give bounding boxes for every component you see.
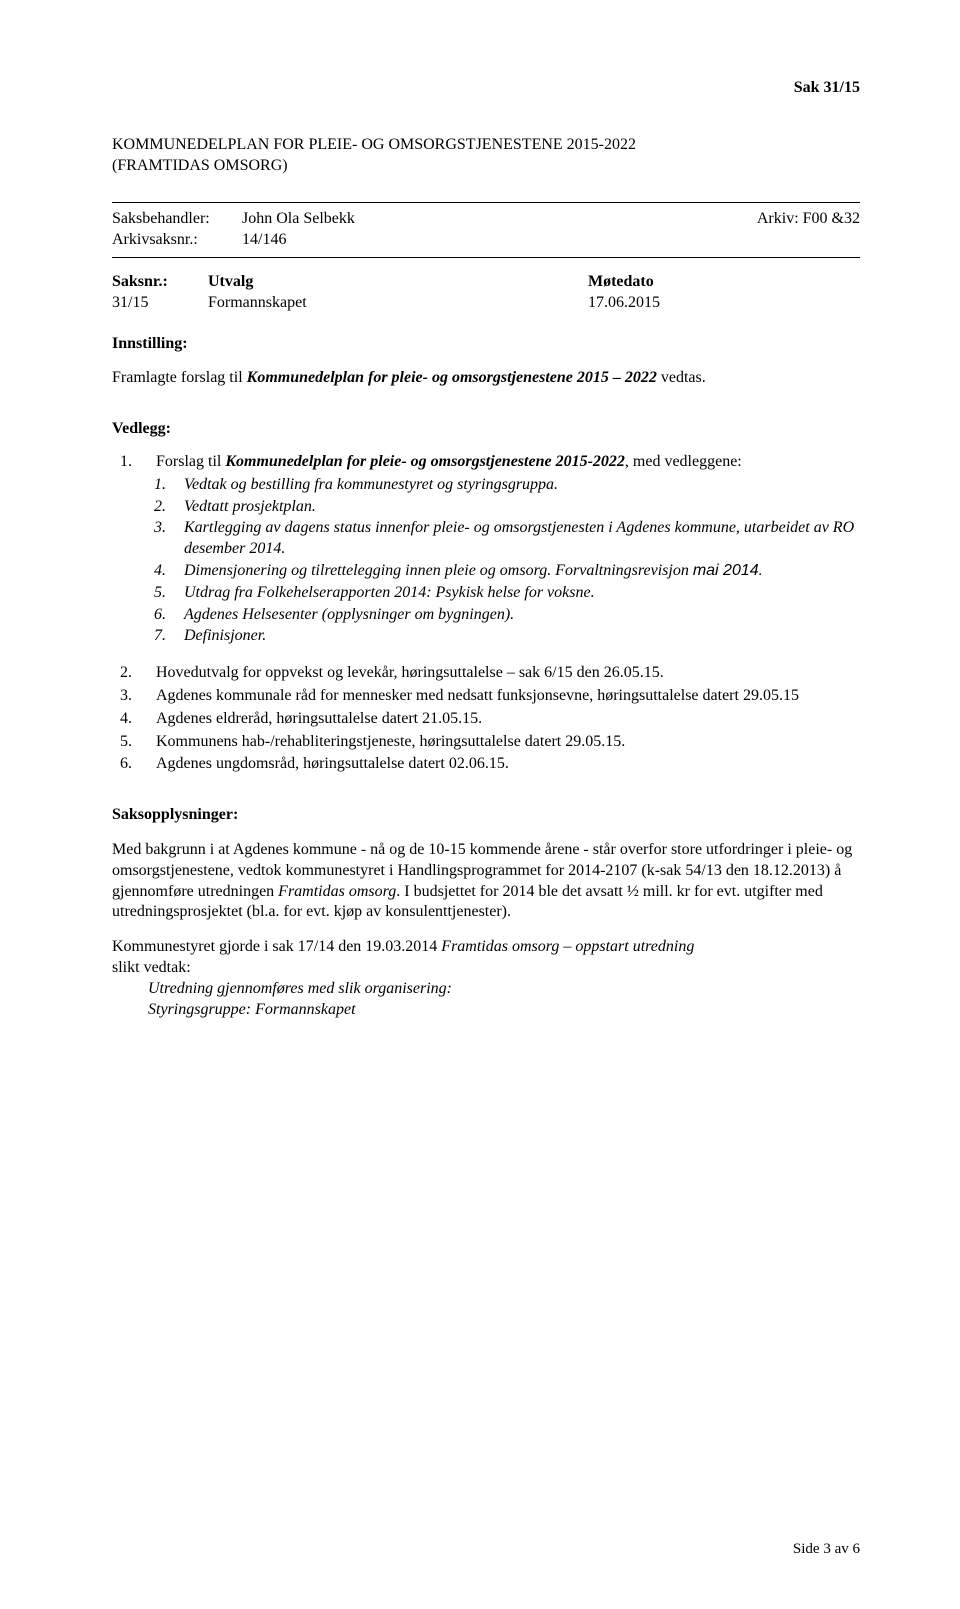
list-item: 6. Agdenes ungdomsråd, høringsuttalelse … xyxy=(112,754,860,775)
item-text: Forslag til Kommunedelplan for pleie- og… xyxy=(156,452,860,473)
list-item: 2. Hovedutvalg for oppvekst og levekår, … xyxy=(112,663,860,684)
item1-post: , med vedleggene: xyxy=(625,453,742,470)
sub-item: 7. Definisjoner. xyxy=(148,626,860,647)
saksopp-paragraph-2: Kommunestyret gjorde i sak 17/14 den 19.… xyxy=(112,937,860,1020)
header-motedato: Møtedato xyxy=(588,272,728,293)
sub-item: 5. Utdrag fra Folkehelserapporten 2014: … xyxy=(148,583,860,604)
sub4-em: mai 2014. xyxy=(693,562,763,579)
item-text: Agdenes kommunale råd for mennesker med … xyxy=(156,686,860,707)
sub-text: Vedtak og bestilling fra kommunestyret o… xyxy=(184,475,860,496)
p2-indent-2: Styringsgruppe: Formannskapet xyxy=(148,1000,860,1021)
list-item: 5. Kommunens hab-/rehabliteringstjeneste… xyxy=(112,732,860,753)
item-number: 3. xyxy=(112,686,156,707)
document-page: Sak 31/15 KOMMUNEDELPLAN FOR PLEIE- OG O… xyxy=(0,0,960,1609)
item-text: Kommunens hab-/rehabliteringstjeneste, h… xyxy=(156,732,860,753)
saksbehandler-label: Saksbehandler: xyxy=(112,209,242,230)
page-footer: Side 3 av 6 xyxy=(793,1540,860,1560)
sub-item: 2. Vedtatt prosjektplan. xyxy=(148,497,860,518)
sub-num: 6. xyxy=(148,605,184,626)
item-number: 4. xyxy=(112,709,156,730)
sub-num: 3. xyxy=(148,518,184,560)
sub-item: 1. Vedtak og bestilling fra kommunestyre… xyxy=(148,475,860,496)
header-saksnr: Saksnr.: xyxy=(112,272,208,293)
list-item: 3. Agdenes kommunale råd for mennesker m… xyxy=(112,686,860,707)
utvalg-header: Saksnr.: Utvalg Møtedato xyxy=(112,272,860,293)
innstilling-post: vedtas. xyxy=(657,369,706,386)
vedlegg-sublist: 1. Vedtak og bestilling fra kommunestyre… xyxy=(148,475,860,647)
item-number: 1. xyxy=(112,452,156,473)
item-text: Agdenes eldreråd, høringsuttalelse dater… xyxy=(156,709,860,730)
row-saksnr: 31/15 xyxy=(112,293,208,314)
sub-num: 1. xyxy=(148,475,184,496)
meta-row-arkivsaksnr: Arkivsaksnr.: 14/146 xyxy=(112,230,860,251)
item1-em: Kommunedelplan for pleie- og omsorgstjen… xyxy=(225,453,625,470)
innstilling-em: Kommunedelplan for pleie- og omsorgstjen… xyxy=(247,369,657,386)
vedlegg-section: Vedlegg: 1. Forslag til Kommunedelplan f… xyxy=(112,419,860,775)
title-block: KOMMUNEDELPLAN FOR PLEIE- OG OMSORGSTJEN… xyxy=(112,135,860,177)
row-motedato: 17.06.2015 xyxy=(588,293,728,314)
innstilling-text: Framlagte forslag til Kommunedelplan for… xyxy=(112,368,860,389)
item-number: 6. xyxy=(112,754,156,775)
sub-text: Agdenes Helsesenter (opplysninger om byg… xyxy=(184,605,860,626)
saksopp-paragraph-1: Med bakgrunn i at Agdenes kommune - nå o… xyxy=(112,840,860,923)
sub-num: 2. xyxy=(148,497,184,518)
case-reference: Sak 31/15 xyxy=(112,78,860,99)
innstilling-pre: Framlagte forslag til xyxy=(112,369,247,386)
sub-text: Definisjoner. xyxy=(184,626,860,647)
innstilling-label: Innstilling: xyxy=(112,334,860,355)
item-number: 2. xyxy=(112,663,156,684)
sub-num: 5. xyxy=(148,583,184,604)
sub4-pre: Dimensjonering og tilrettelegging innen … xyxy=(184,562,693,579)
sub-item: 6. Agdenes Helsesenter (opplysninger om … xyxy=(148,605,860,626)
p2-indent-1: Utredning gjennomføres med slik organise… xyxy=(148,979,860,1000)
vedlegg-list-1: 1. Forslag til Kommunedelplan for pleie-… xyxy=(112,452,860,647)
row-utvalg: Formannskapet xyxy=(208,293,588,314)
saksopplysninger-label: Saksopplysninger: xyxy=(112,805,860,826)
meta-row-saksbehandler: Saksbehandler: John Ola Selbekk Arkiv: F… xyxy=(112,209,860,230)
p2-post-line1: slikt vedtak: xyxy=(112,958,860,979)
arkiv-label: Arkiv: F00 &32 xyxy=(757,209,860,230)
title-line-2: (FRAMTIDAS OMSORG) xyxy=(112,156,860,177)
arkivsaksnr-value: 14/146 xyxy=(242,230,286,251)
title-line-1: KOMMUNEDELPLAN FOR PLEIE- OG OMSORGSTJEN… xyxy=(112,135,860,156)
p1-em: Framtidas omsorg xyxy=(278,883,396,900)
sub-item: 4. Dimensjonering og tilrettelegging inn… xyxy=(148,561,860,582)
header-utvalg: Utvalg xyxy=(208,272,588,293)
sub-num: 4. xyxy=(148,561,184,582)
p2-pre: Kommunestyret gjorde i sak 17/14 den 19.… xyxy=(112,938,441,955)
sub-num: 7. xyxy=(148,626,184,647)
vedlegg-item-1: 1. Forslag til Kommunedelplan for pleie-… xyxy=(112,452,860,473)
item-text: Hovedutvalg for oppvekst og levekår, hør… xyxy=(156,663,860,684)
meta-block: Saksbehandler: John Ola Selbekk Arkiv: F… xyxy=(112,202,860,258)
sub-text: Utdrag fra Folkehelserapporten 2014: Psy… xyxy=(184,583,860,604)
utvalg-row: 31/15 Formannskapet 17.06.2015 xyxy=(112,293,860,314)
sub-text: Kartlegging av dagens status innenfor pl… xyxy=(184,518,860,560)
vedlegg-list-2: 2. Hovedutvalg for oppvekst og levekår, … xyxy=(112,663,860,775)
p2-em: Framtidas omsorg – oppstart utredning xyxy=(441,938,694,955)
sub-text: Vedtatt prosjektplan. xyxy=(184,497,860,518)
item-number: 5. xyxy=(112,732,156,753)
sub-item: 3. Kartlegging av dagens status innenfor… xyxy=(148,518,860,560)
item1-pre: Forslag til xyxy=(156,453,225,470)
saksopplysninger-section: Saksopplysninger: Med bakgrunn i at Agde… xyxy=(112,805,860,1020)
list-item: 4. Agdenes eldreråd, høringsuttalelse da… xyxy=(112,709,860,730)
sub-text: Dimensjonering og tilrettelegging innen … xyxy=(184,561,860,582)
saksbehandler-value: John Ola Selbekk xyxy=(242,209,355,230)
item-text: Agdenes ungdomsråd, høringsuttalelse dat… xyxy=(156,754,860,775)
arkivsaksnr-label: Arkivsaksnr.: xyxy=(112,230,242,251)
vedlegg-label: Vedlegg: xyxy=(112,419,860,440)
utvalg-block: Saksnr.: Utvalg Møtedato 31/15 Formannsk… xyxy=(112,272,860,314)
